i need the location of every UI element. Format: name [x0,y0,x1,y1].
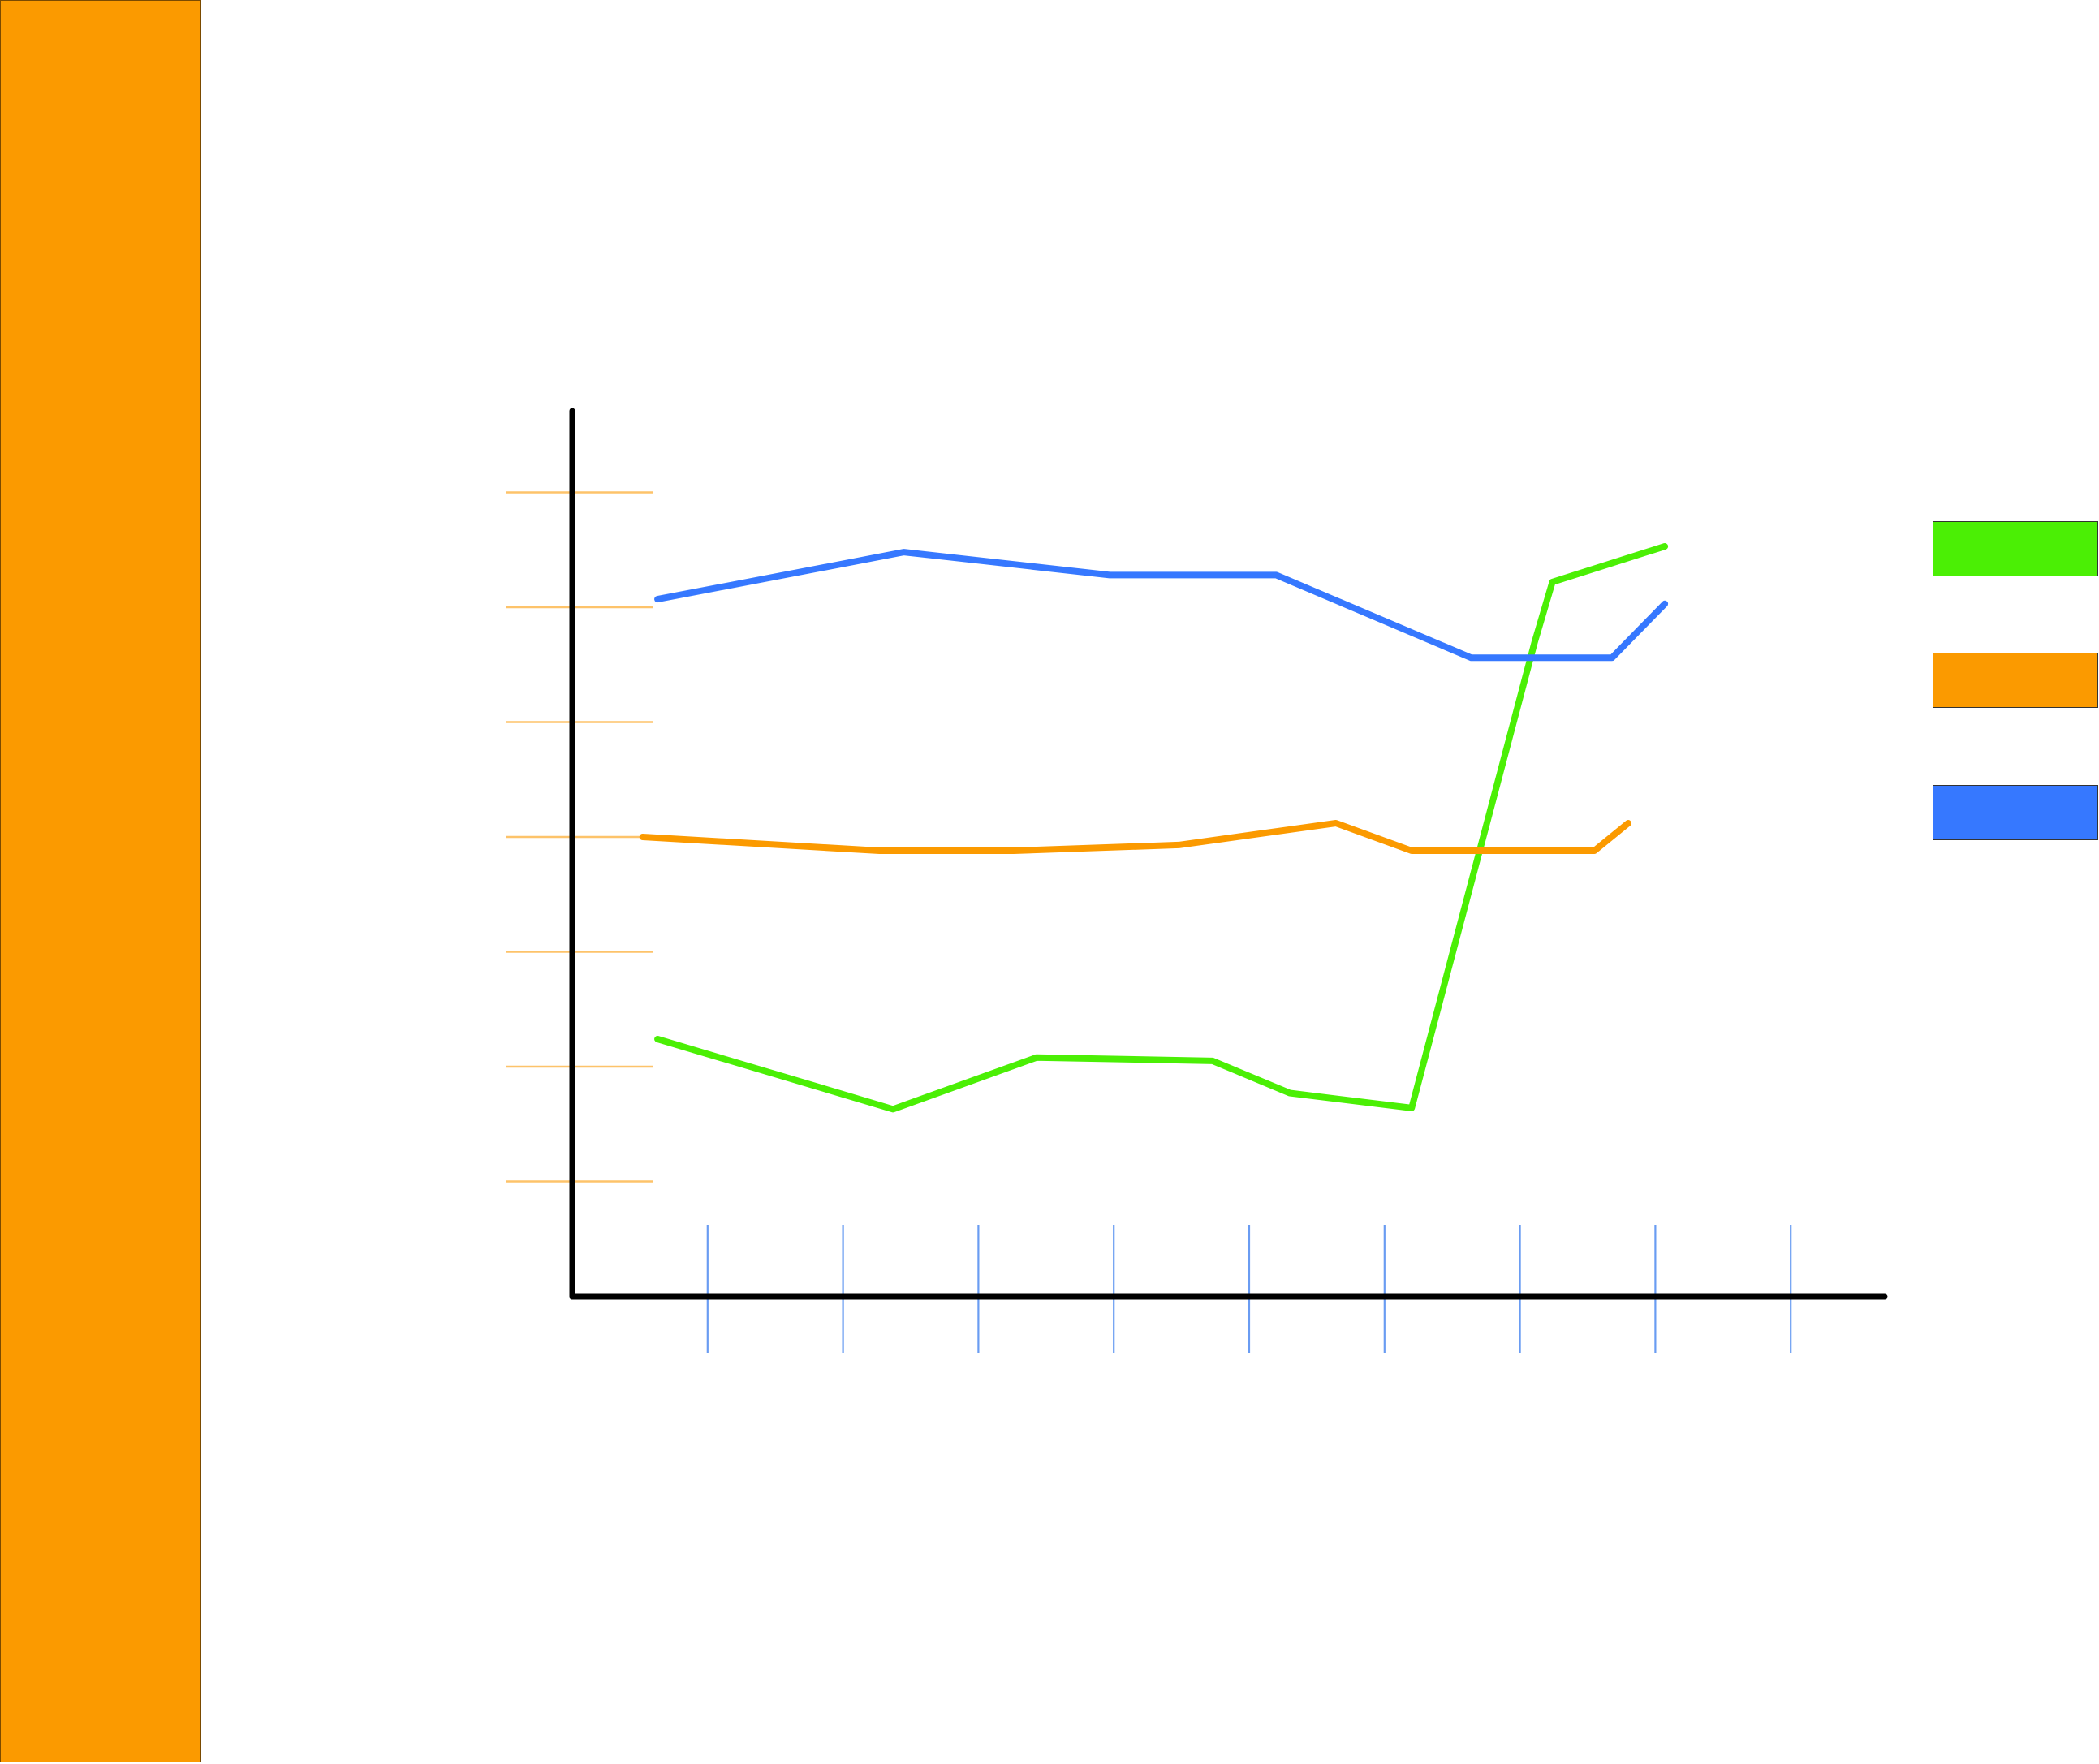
axes [569,408,1888,1300]
x-ticks [706,1225,1792,1353]
legend-swatch-3 [1933,785,2098,840]
series-line-2 [639,820,1631,854]
series-lines [639,543,1669,1113]
legend-swatch-1 [1933,521,2098,576]
series-line-3 [654,549,1669,662]
y-ticks [506,491,653,1183]
series-line-1 [654,543,1669,1113]
sidebar-panel [0,0,201,1762]
legend-swatch-2 [1933,653,2098,708]
